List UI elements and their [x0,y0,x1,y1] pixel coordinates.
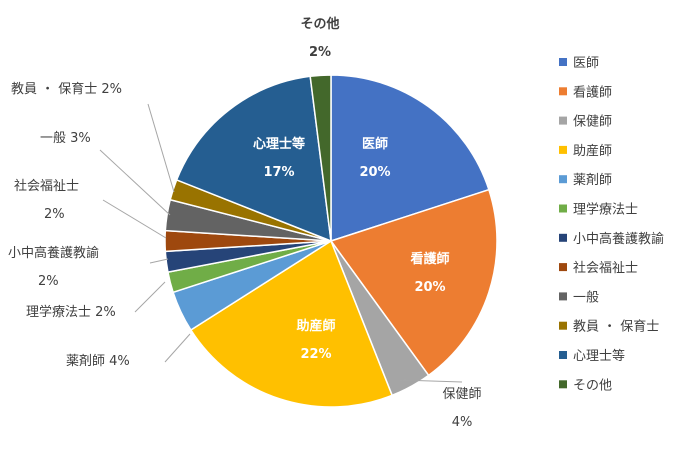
data-label-name-1: 看護師 [410,251,449,267]
legend-label-3: 助産師 [573,143,612,159]
data-label-4: 薬剤師 4% [66,353,130,369]
legend-label-7: 社会福祉士 [573,260,638,276]
pie-slice-10 [175,75,332,243]
data-label-value-5: 2% [95,305,116,320]
pie-slice-11 [309,74,332,242]
legend-label-6: 小中高養護教諭 [573,231,664,247]
data-label-name-4: 薬剤師 [66,353,109,369]
data-label-value-6: 2% [38,274,59,289]
legend-swatch-11 [559,380,567,389]
data-label-value-8: 3% [70,131,91,146]
data-label-value-11: 2% [309,45,331,60]
legend-label-8: 一般 [573,289,599,305]
leader-line-5 [134,281,166,313]
data-label-name-5: 理学療法士 [26,304,95,320]
leader-lines [99,103,463,383]
data-label-name-10: 心理士等 [253,136,305,152]
data-labels: 医師 20% 看護師 20% 保健師 4% 助産師 22% 薬剤師 4% 理学療法士 2% 小中高養… [8,16,482,430]
data-label-value-2: 4% [452,415,473,430]
data-label-9: 教員 ・ 保育士 2% [11,81,122,97]
pie-slice-0 [330,74,490,243]
data-label-name-8: 一般 [40,130,70,146]
legend-label-5: 理学療法士 [573,202,638,218]
pie-slice-3 [189,239,394,408]
data-label-5: 理学療法士 2% [26,304,116,320]
legend-label-1: 看護師 [573,84,612,100]
leader-line-2 [399,379,463,383]
legend-swatch-5 [559,204,567,213]
data-label-value-9: 2% [101,82,122,97]
leader-line-8 [99,149,171,216]
legend-swatch-10 [559,351,567,359]
legend-label-2: 保健師 [573,115,612,130]
legend-swatch-3 [559,145,567,154]
data-label-value-10: 17% [263,165,294,180]
data-label-name-3: 助産師 [296,318,335,334]
leader-line-6 [149,258,169,264]
pie-slices [164,74,498,408]
legend-swatch-8 [559,292,567,301]
legend-swatch-7 [559,263,567,272]
data-label-value-7: 2% [44,207,65,222]
pie-slice-1 [329,188,498,377]
data-label-name-6: 小中高養護教諭 [8,245,99,261]
leader-line-9 [147,103,175,193]
leader-line-7 [102,199,167,239]
data-label-name-7: 社会福祉士 [14,178,79,194]
legend-label-11: その他 [573,378,612,393]
legend-swatch-9 [559,321,567,330]
data-label-value-3: 22% [300,347,331,362]
data-label-name-9: 教員 ・ 保育士 [11,81,101,97]
leader-line-4 [164,333,191,363]
data-label-name-2: 保健師 [442,387,481,402]
legend-swatch-2 [559,116,567,125]
data-label-name-0: 医師 [362,136,388,152]
data-label-value-0: 20% [359,165,390,180]
legend-label-0: 医師 [573,56,599,71]
data-label-8: 一般 3% [40,130,91,146]
legend-swatch-4 [559,175,567,184]
data-label-name-11: その他 [300,16,339,32]
data-label-value-1: 20% [414,280,445,295]
legend-swatch-1 [559,87,567,96]
legend-swatch-6 [559,233,567,242]
legend-label-9: 教員 ・ 保育士 [573,319,659,335]
legend-label-10: 心理士等 [573,348,625,364]
legend-swatch-0 [559,58,567,66]
legend-label-4: 薬剤師 [573,172,612,188]
data-label-value-4: 4% [109,354,130,369]
